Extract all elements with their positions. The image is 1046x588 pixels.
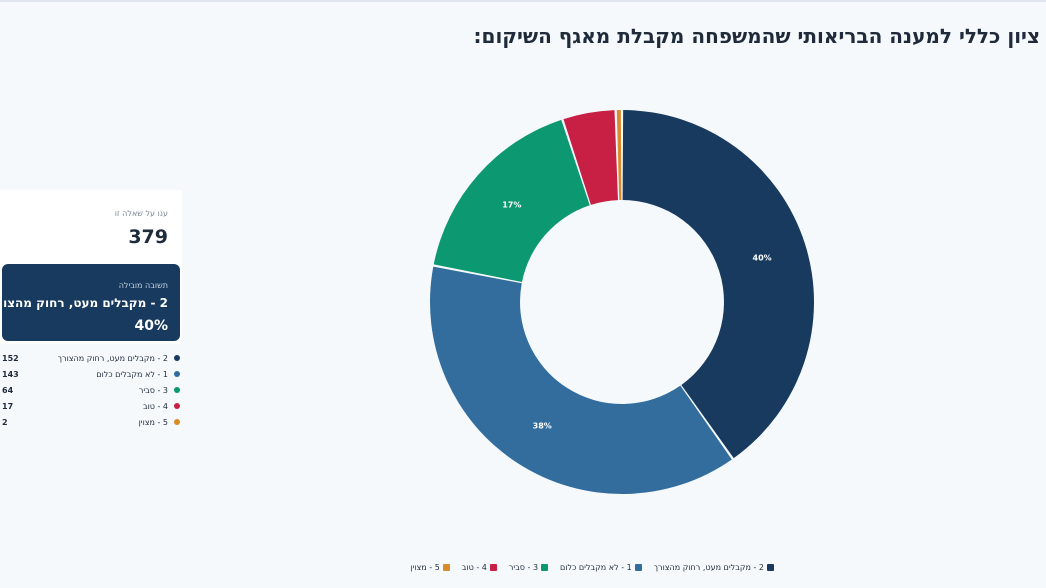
donut-slice[interactable] bbox=[430, 266, 732, 494]
bottom-legend: 2 - מקבלים מעט, רחוק מהצורך 1 - לא מקבלים… bbox=[410, 560, 774, 574]
bottom-legend-label: 3 - סביר bbox=[508, 562, 539, 572]
leading-answer-box: תשובה מובילה 2 - מקבלים מעט, רחוק מהצורך… bbox=[0, 264, 180, 341]
side-legend-label: 4 - טוב bbox=[142, 402, 168, 411]
donut-chart: 40% 38% 17% bbox=[430, 110, 814, 494]
legend-dot-icon bbox=[174, 355, 180, 361]
bottom-legend-item[interactable]: 3 - סביר bbox=[508, 562, 549, 572]
side-legend-row[interactable]: 17 4 - טוב bbox=[0, 400, 182, 416]
side-legend-row[interactable]: 152 2 - מקבלים מעט, רחוק מהצורך bbox=[0, 352, 182, 368]
slice-percent-label: 38% bbox=[533, 421, 552, 430]
bottom-legend-label: 1 - לא מקבלים כלום bbox=[560, 562, 632, 572]
legend-swatch-icon bbox=[767, 563, 774, 571]
top-divider bbox=[0, 0, 1046, 2]
donut-slice[interactable] bbox=[616, 110, 622, 201]
legend-swatch-icon bbox=[634, 563, 642, 571]
bottom-legend-item[interactable]: 1 - לא מקבלים כלום bbox=[560, 563, 642, 572]
legend-swatch-icon bbox=[541, 563, 549, 571]
donut-slice[interactable] bbox=[563, 110, 618, 205]
side-legend-label: 3 - סביר bbox=[138, 386, 168, 395]
donut-slice[interactable] bbox=[622, 110, 814, 459]
side-legend-row[interactable]: 2 5 - מצוין bbox=[0, 416, 182, 432]
bottom-legend-label: 2 - מקבלים מעט, רחוק מהצורך bbox=[653, 562, 764, 572]
leading-percent: 40% bbox=[134, 318, 168, 334]
legend-swatch-icon bbox=[489, 563, 497, 571]
side-legend-row[interactable]: 143 1 - לא מקבלים כלום bbox=[0, 368, 182, 384]
legend-swatch-icon bbox=[442, 563, 450, 571]
chart-title: ציון כללי למענה הבריאותי שהמשפחה מקבלת מ… bbox=[473, 24, 1040, 48]
legend-dot-icon bbox=[174, 371, 180, 377]
bottom-legend-item[interactable]: 5 - מצוין bbox=[410, 562, 450, 572]
summary-panel: ענו על שאלה זו 379 תשובה מובילה 2 - מקבל… bbox=[0, 190, 182, 344]
bottom-legend-label: 4 - טוב bbox=[461, 562, 487, 572]
bottom-legend-item[interactable]: 2 - מקבלים מעט, רחוק מהצורך bbox=[654, 563, 774, 572]
side-legend-count: 143 bbox=[2, 370, 19, 379]
side-legend-count: 152 bbox=[2, 354, 19, 363]
slice-percent-label: 40% bbox=[753, 254, 772, 263]
slice-percent-label: 17% bbox=[502, 201, 521, 210]
legend-dot-icon bbox=[174, 419, 180, 425]
side-legend-label: 1 - לא מקבלים כלום bbox=[96, 370, 168, 379]
side-legend-label: 5 - מצוין bbox=[138, 418, 168, 427]
side-legend-label: 2 - מקבלים מעט, רחוק מהצורך bbox=[57, 354, 168, 363]
answered-label: ענו על שאלה זו bbox=[114, 209, 168, 218]
bottom-legend-item[interactable]: 4 - טוב bbox=[462, 563, 497, 572]
legend-dot-icon bbox=[174, 387, 180, 393]
side-legend-count: 2 bbox=[2, 418, 8, 427]
side-legend-count: 17 bbox=[2, 402, 14, 411]
side-legend: 152 2 - מקבלים מעט, רחוק מהצורך 143 1 - … bbox=[0, 352, 182, 432]
legend-dot-icon bbox=[174, 403, 180, 409]
side-legend-count: 64 bbox=[2, 386, 14, 395]
leading-caption: תשובה מובילה bbox=[118, 281, 168, 290]
side-legend-row[interactable]: 64 3 - סביר bbox=[0, 384, 182, 400]
donut-slice[interactable] bbox=[433, 119, 590, 283]
answered-count: 379 bbox=[128, 226, 168, 248]
bottom-legend-label: 5 - מצוין bbox=[410, 562, 440, 572]
leading-answer: 2 - מקבלים מעט, רחוק מהצורך bbox=[0, 296, 168, 310]
